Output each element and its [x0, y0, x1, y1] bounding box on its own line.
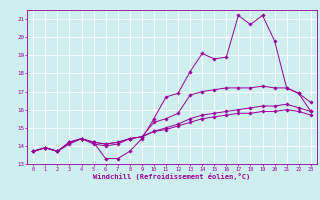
X-axis label: Windchill (Refroidissement éolien,°C): Windchill (Refroidissement éolien,°C) [93, 173, 251, 180]
